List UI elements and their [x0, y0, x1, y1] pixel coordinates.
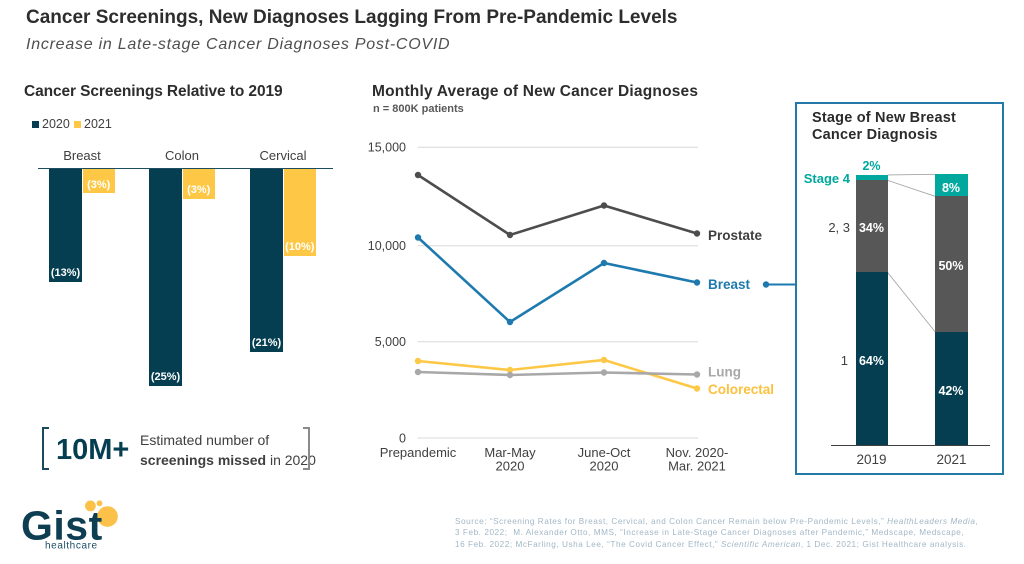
svg-text:Mar. 2021: Mar. 2021: [668, 459, 726, 474]
svg-text:Breast: Breast: [708, 277, 751, 292]
svg-text:0: 0: [399, 431, 406, 445]
svg-text:10,000: 10,000: [368, 239, 406, 253]
svg-text:Mar-May: Mar-May: [484, 445, 536, 460]
svg-text:June-Oct: June-Oct: [578, 445, 631, 460]
svg-text:Gist: Gist: [21, 503, 103, 549]
svg-text:Lung: Lung: [708, 365, 741, 380]
svg-text:5,000: 5,000: [375, 335, 406, 349]
svg-text:Nov. 2020-: Nov. 2020-: [666, 445, 729, 460]
svg-text:2020: 2020: [496, 459, 525, 474]
svg-text:Prostate: Prostate: [708, 228, 763, 243]
svg-text:2020: 2020: [590, 459, 619, 474]
svg-text:Colorectal: Colorectal: [708, 382, 774, 397]
svg-text:Prepandemic: Prepandemic: [380, 445, 457, 460]
svg-text:15,000: 15,000: [368, 141, 406, 155]
svg-text:healthcare: healthcare: [45, 541, 98, 552]
